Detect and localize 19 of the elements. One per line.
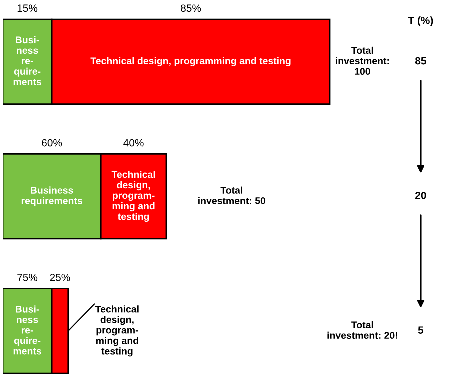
annotation: Total investment: 20! [328,321,398,340]
annotation: 85% [181,4,202,12]
text: 5 [418,326,424,334]
text: Total investment: 100 [336,46,390,76]
annotation: Technical design, program- ming and testing [112,171,156,222]
annotation: 75% [18,274,38,282]
annotation: Total investment: 50 [198,186,266,204]
text: 20 [416,192,426,200]
annotation: Business requirements [22,186,82,206]
text: T (%) [408,16,434,26]
annotation: Technical design, programming and testing [90,57,291,66]
annotation: Busi- ness re- quire- ments [14,306,42,355]
annotation: Technical design, program- ming and testing [95,306,139,357]
annotation: 15% [18,4,38,12]
annotation: 25% [50,274,70,282]
text: 85 [415,57,426,65]
annotation: Busi- ness re- quire- ments [14,36,42,86]
annotation: 40% [124,139,144,147]
annotation: 60% [42,139,62,147]
